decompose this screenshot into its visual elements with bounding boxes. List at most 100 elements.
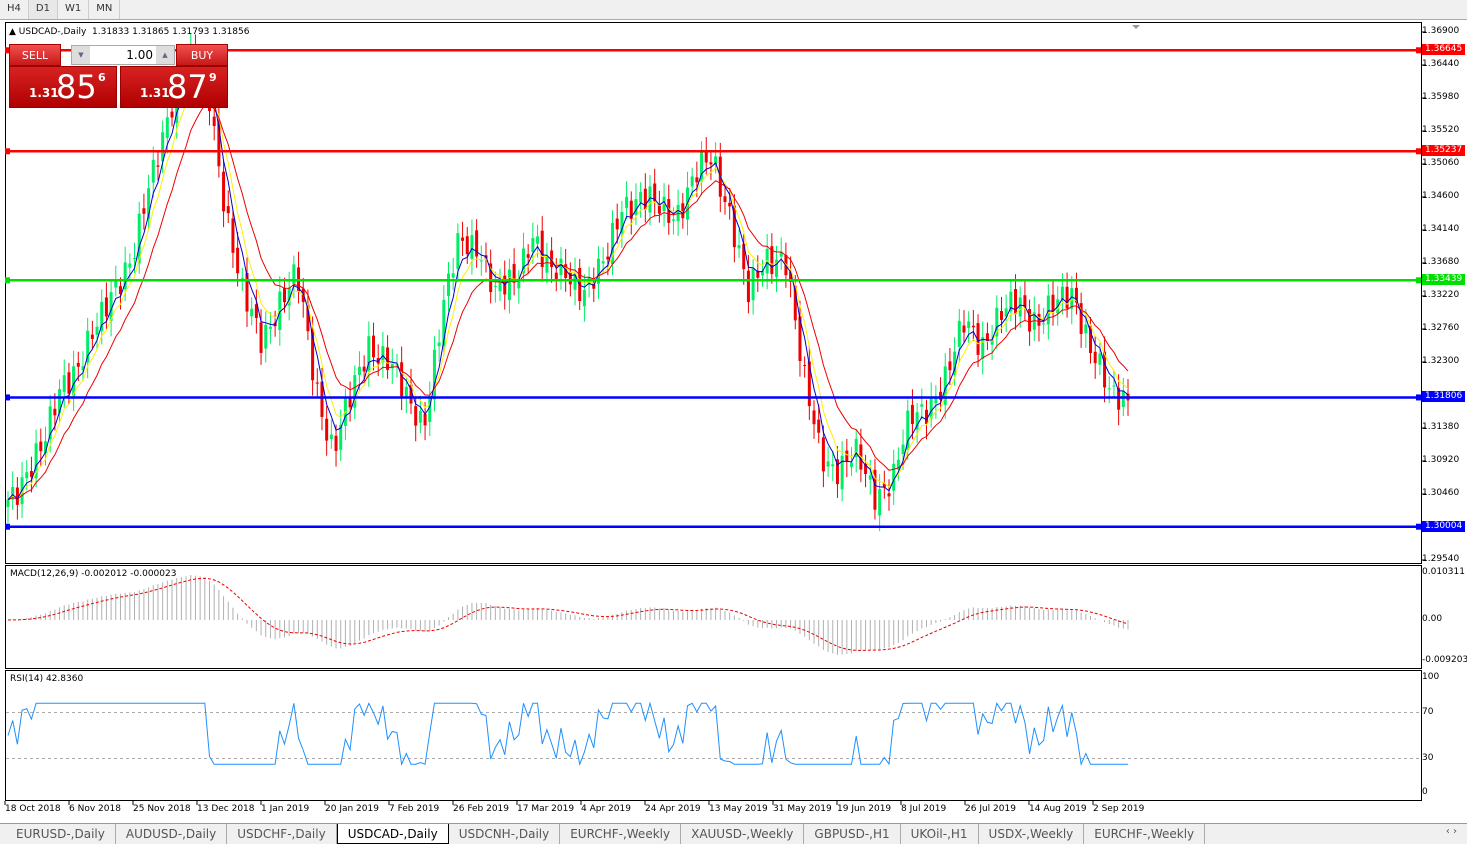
sell-price[interactable]: 1.31 85 6 [9, 66, 117, 108]
candle-body [329, 434, 333, 440]
macd-signal-line [7, 577, 1129, 651]
candle-body [568, 272, 572, 285]
candle-body [803, 365, 807, 367]
candle-body [667, 199, 671, 223]
candle-body [306, 304, 310, 332]
candle-body [934, 397, 938, 404]
candle-body [948, 361, 952, 371]
chart-title: ▲ USDCAD-,Daily 1.31833 1.31865 1.31793 … [9, 27, 250, 37]
lot-increase-icon[interactable]: ▲ [156, 46, 174, 64]
candle-body [554, 272, 558, 281]
candle-body [929, 397, 933, 419]
candle-body [507, 269, 511, 301]
candle-body [161, 132, 165, 162]
price-chart[interactable] [5, 22, 1422, 564]
candle-body [428, 395, 432, 423]
price-axis-label: 1.34140 [1422, 224, 1460, 234]
candle-body [1117, 387, 1121, 410]
candle-body [1103, 351, 1107, 388]
candle-body [254, 304, 258, 318]
chart-tab[interactable]: EURUSD-,Daily [6, 824, 116, 844]
chart-tab[interactable]: USDCHF-,Daily [227, 824, 337, 844]
candle-body [287, 287, 291, 306]
date-axis-label: 14 Aug 2019 [1029, 804, 1087, 814]
candle-body [606, 256, 610, 260]
candle-body [43, 441, 47, 454]
level-price-tag: 1.31806 [1422, 391, 1466, 403]
chart-tab[interactable]: EURCHF-,Weekly [560, 824, 682, 844]
lot-value[interactable]: 1.00 [126, 48, 153, 62]
chart-tab[interactable]: USDCAD-,Daily [336, 824, 449, 844]
buy-price[interactable]: 1.31 87 9 [120, 66, 228, 108]
candle-body [212, 116, 216, 127]
candle-body [357, 366, 361, 375]
candle-body [924, 409, 928, 424]
candle-body [151, 159, 155, 183]
candle-body [147, 188, 151, 220]
candle-body [695, 177, 699, 183]
candle-body [634, 199, 638, 216]
candle-body [315, 382, 319, 384]
chart-tab[interactable]: XAUUSD-,Weekly [681, 824, 805, 844]
chart-tab[interactable]: USDCNH-,Daily [449, 824, 561, 844]
date-axis-label: 1 Jan 2019 [261, 804, 310, 814]
candle-body [118, 286, 122, 294]
sell-button[interactable]: SELL [9, 44, 61, 66]
buy-button[interactable]: BUY [176, 44, 228, 66]
candle-body [845, 450, 849, 462]
candle-body [732, 205, 736, 248]
candle-body [1023, 295, 1027, 307]
lot-decrease-icon[interactable]: ▼ [72, 46, 90, 64]
candle-body [409, 384, 413, 404]
candle-body [550, 250, 554, 268]
date-axis-label: 2 Sep 2019 [1093, 804, 1145, 814]
chart-tab[interactable]: USDX-,Weekly [979, 824, 1085, 844]
candle-body [995, 307, 999, 337]
chart-tabs: EURUSD-,Daily AUDUSD-,Daily USDCHF-,Daily U… [0, 823, 1467, 844]
candle-body [268, 326, 272, 329]
candle-body [250, 308, 254, 317]
candle-body [128, 263, 132, 268]
level-handle [5, 47, 10, 54]
level-handle [5, 148, 10, 155]
price-axis-label: 1.32300 [1422, 356, 1460, 366]
candle-body [512, 263, 516, 283]
candle-body [625, 196, 629, 208]
candle-body [48, 406, 52, 440]
candle-body [1079, 303, 1083, 335]
level-handle [1416, 148, 1421, 155]
date-axis-label: 25 Nov 2018 [133, 804, 191, 814]
candle-body [1070, 288, 1074, 309]
candle-body [906, 410, 910, 451]
candle-body [90, 334, 94, 339]
buy-price-pip: 9 [209, 71, 217, 84]
price-axis-label: 1.34600 [1422, 191, 1460, 201]
macd-window[interactable] [5, 565, 1422, 669]
candle-body [967, 321, 971, 329]
candle-body [648, 186, 652, 213]
chart-tab[interactable]: AUDUSD-,Daily [116, 824, 228, 844]
tab-scroll-arrows-icon[interactable]: ‹ › [1445, 826, 1457, 837]
candle-body [1042, 323, 1046, 325]
date-axis-label: 13 May 2019 [709, 804, 768, 814]
chart-tab[interactable]: UKOil-,H1 [901, 824, 979, 844]
candle-body [985, 333, 989, 341]
timeframe-mn[interactable]: MN [89, 0, 121, 19]
chart-tab[interactable]: EURCHF-,Weekly [1084, 824, 1206, 844]
candle-body [39, 441, 43, 452]
price-axis-label: 1.35060 [1422, 158, 1460, 168]
timeframe-w1[interactable]: W1 [58, 0, 90, 19]
chart-tab[interactable]: GBPUSD-,H1 [804, 824, 901, 844]
candle-body [868, 475, 872, 480]
lot-size-input[interactable]: ▼ 1.00 ▲ [71, 45, 175, 65]
timeframe-h4[interactable]: H4 [0, 0, 29, 19]
candle-body [104, 297, 108, 317]
rsi-window[interactable] [5, 670, 1422, 801]
candle-body [423, 414, 427, 426]
candle-body [475, 230, 479, 257]
level-price-tag: 1.35237 [1422, 145, 1466, 157]
timeframe-d1[interactable]: D1 [28, 0, 58, 19]
candle-body [826, 461, 830, 467]
date-axis-label: 26 Feb 2019 [453, 804, 510, 814]
